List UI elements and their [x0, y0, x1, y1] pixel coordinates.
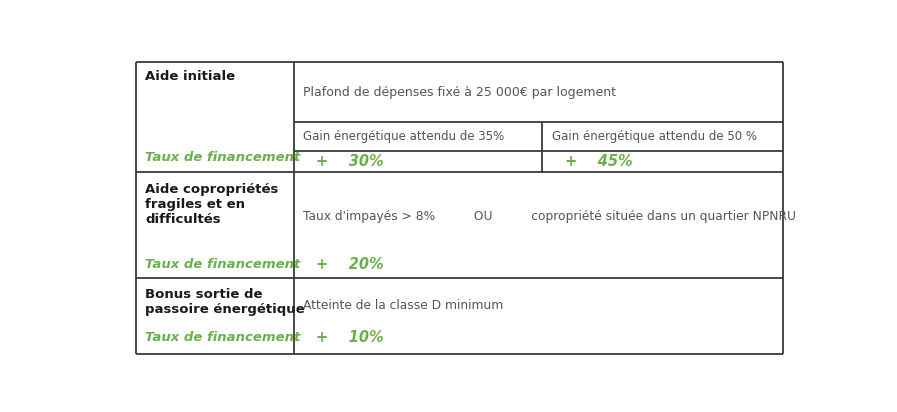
Text: Taux de financement: Taux de financement [145, 151, 300, 164]
Text: Aide initiale: Aide initiale [145, 70, 236, 83]
Text: Taux d'impayés > 8%          OU          copropriété située dans un quartier NPN: Taux d'impayés > 8% OU copropriété situé… [302, 210, 796, 223]
Text: Aide copropriétés
fragiles et en
difficultés: Aide copropriétés fragiles et en difficu… [145, 183, 279, 226]
Text: +    30%: + 30% [316, 154, 384, 169]
Text: Gain énergétique attendu de 50 %: Gain énergétique attendu de 50 % [552, 130, 756, 143]
Text: Atteinte de la classe D minimum: Atteinte de la classe D minimum [302, 300, 503, 312]
Text: Taux de financement: Taux de financement [145, 331, 300, 344]
Text: +    45%: + 45% [565, 154, 632, 169]
Text: Gain énergétique attendu de 35%: Gain énergétique attendu de 35% [302, 130, 504, 143]
Text: Taux de financement: Taux de financement [145, 258, 300, 271]
Text: Bonus sortie de
passoire énergétique: Bonus sortie de passoire énergétique [145, 288, 305, 316]
Text: +    10%: + 10% [316, 330, 384, 345]
Text: Plafond de dépenses fixé à 25 000€ par logement: Plafond de dépenses fixé à 25 000€ par l… [302, 86, 615, 98]
Text: +    20%: + 20% [316, 257, 384, 272]
